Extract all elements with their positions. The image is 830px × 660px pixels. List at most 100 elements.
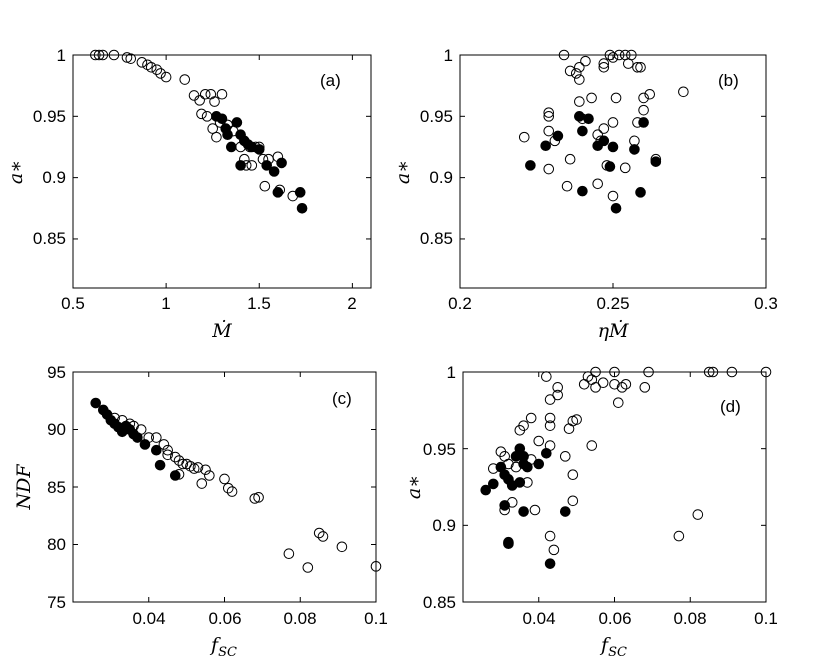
- filled-point: [261, 160, 273, 171]
- plot-frame: [72, 371, 377, 603]
- plot-frame: [72, 54, 372, 289]
- xtick-label: 0.2: [448, 294, 472, 313]
- filled-point: [607, 141, 619, 153]
- filled-point: [559, 506, 571, 517]
- open-point: [93, 49, 105, 61]
- open-point: [155, 68, 166, 79]
- open-point: [638, 92, 649, 104]
- open-point: [108, 49, 120, 61]
- open-point: [543, 125, 555, 137]
- open-point: [610, 92, 622, 104]
- panel-b: (b) 0.85 0.9 0.95 1 0.2 0.25 0.3 ηṀ a∗: [392, 46, 778, 342]
- open-point: [136, 57, 148, 68]
- ytick-label: 0.85: [420, 229, 453, 248]
- open-point: [564, 153, 576, 165]
- filled-point: [253, 144, 265, 155]
- filled-point: [583, 113, 594, 125]
- ytick-label: 0.95: [423, 440, 456, 459]
- ytick-labels: 75 80 85 90 95: [47, 363, 66, 612]
- xtick-label: 0.04: [132, 609, 165, 628]
- open-point: [151, 64, 163, 76]
- ytick-label: 0.9: [42, 168, 66, 187]
- panel-a: (a) 0.85 0.9 0.95 1 0.5 1 1.5 2 Ṁ a∗: [5, 46, 372, 342]
- open-point: [574, 74, 585, 85]
- xtick-label: 1.5: [247, 294, 271, 313]
- xtick-label: 0.3: [754, 294, 778, 313]
- open-point: [612, 397, 624, 408]
- open-point: [571, 414, 582, 425]
- y-axis-label: a∗: [392, 160, 414, 184]
- xtick-label: 0.08: [673, 609, 706, 628]
- open-point: [145, 61, 157, 73]
- open-point: [543, 107, 555, 118]
- filled-point: [577, 125, 588, 137]
- open-point: [643, 366, 654, 378]
- xtick-label: 0.5: [61, 294, 85, 313]
- ytick-label: 80: [47, 535, 66, 554]
- x-axis-label: fSC: [209, 634, 237, 660]
- open-point: [169, 451, 181, 463]
- xtick-label: 0.08: [283, 609, 316, 628]
- ytick-label: 1: [444, 46, 453, 65]
- open-point: [574, 96, 585, 107]
- open-point: [586, 92, 597, 104]
- filled-point: [598, 135, 610, 147]
- open-point: [635, 61, 646, 73]
- open-point: [207, 123, 218, 134]
- panel-d: (d) 0.85 0.9 0.95 1 0.04 0.06 0.08 0.1 f…: [403, 363, 778, 660]
- xtick-label: 2: [347, 294, 356, 313]
- open-point: [177, 458, 189, 470]
- ytick-label: 0.9: [432, 516, 456, 535]
- ytick-label: 0.85: [423, 593, 456, 612]
- open-point: [559, 451, 571, 462]
- open-point: [204, 470, 215, 481]
- x-axis-label: Ṁ: [211, 319, 232, 342]
- xtick-label: 0.06: [208, 609, 241, 628]
- open-point: [592, 178, 604, 190]
- open-point: [578, 378, 590, 390]
- filled-point: [635, 187, 646, 198]
- open-point: [514, 424, 526, 436]
- x-axis-label: ηṀ: [598, 319, 629, 342]
- open-point: [623, 58, 634, 69]
- open-point: [188, 90, 200, 101]
- xtick-labels: 0.04 0.06 0.08 0.1: [132, 609, 387, 628]
- open-point: [567, 469, 579, 481]
- xtick-label: 0.04: [522, 609, 555, 628]
- filled-point: [629, 144, 640, 155]
- filled-point: [268, 166, 280, 177]
- filled-point: [151, 444, 162, 456]
- open-point: [160, 71, 172, 83]
- open-point: [200, 464, 211, 476]
- open-point: [518, 131, 530, 143]
- ytick-label: 0.9: [429, 168, 453, 187]
- y-axis-label: a∗: [5, 160, 27, 184]
- open-point: [570, 68, 582, 79]
- open-point: [543, 111, 555, 122]
- ytick-label: 0.95: [33, 107, 66, 126]
- open-point: [313, 527, 325, 539]
- open-point: [336, 541, 348, 553]
- filled-point: [235, 160, 246, 171]
- open-point: [533, 435, 545, 447]
- open-point: [283, 548, 295, 560]
- filled-point: [294, 187, 306, 198]
- open-point: [607, 52, 619, 63]
- filled-point: [525, 160, 536, 171]
- filled-point: [480, 484, 492, 496]
- filled-point: [503, 538, 514, 550]
- open-point: [209, 96, 220, 107]
- ytick-label: 1: [57, 46, 66, 65]
- filled-point: [514, 443, 526, 454]
- open-point: [196, 478, 208, 489]
- ytick-labels: 0.85 0.9 0.95 1: [420, 46, 453, 248]
- open-point: [592, 129, 604, 141]
- open-point: [525, 412, 537, 424]
- open-point: [541, 371, 552, 382]
- ticks-c: [73, 371, 377, 603]
- filled-point: [650, 156, 662, 167]
- open-point: [151, 432, 162, 443]
- filled-point: [574, 111, 585, 122]
- series-filled-b: [525, 111, 662, 214]
